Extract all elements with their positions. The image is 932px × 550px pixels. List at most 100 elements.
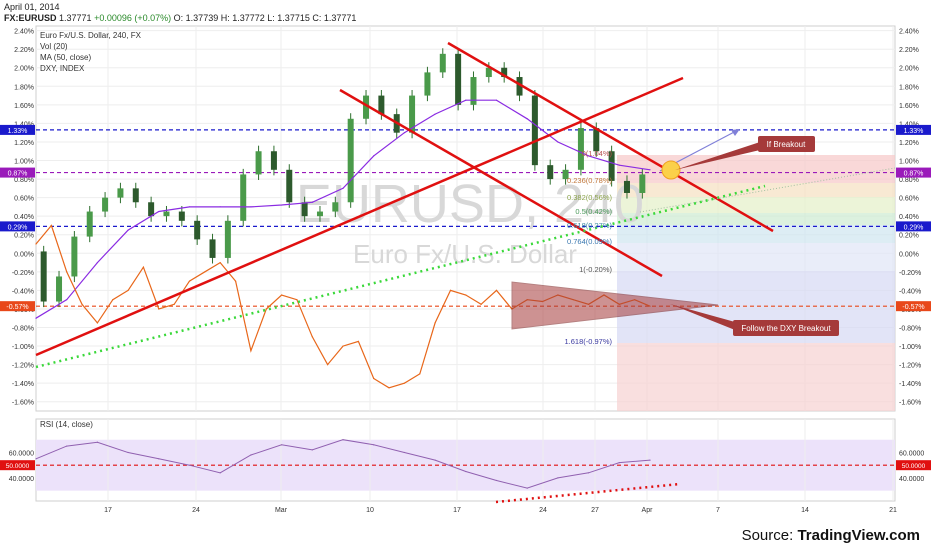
breakout-arrow-head [731,129,740,136]
rsi-level-badge-label: 50.0000 [902,463,926,470]
level-badge [896,124,931,135]
time-axis-tick: 7 [716,507,720,514]
legend-dxy[interactable]: DXY, INDEX [40,64,85,73]
dxy-line-point [50,224,52,227]
symbol-name[interactable]: FX:EURUSD [4,13,57,23]
left-axis-tick: -1.20% [12,363,34,370]
legend-rsi[interactable]: RSI (14, close) [40,420,93,429]
ma-line-point [495,99,498,101]
time-axis-tick: 17 [104,507,112,514]
left-axis-tick: 1.80% [14,84,34,91]
candle-body [56,276,63,302]
ma-line-point [557,141,559,143]
ma-line-point [465,99,467,101]
candle-body [194,220,201,240]
rsi-line-point [35,458,37,460]
ma-line-point [250,206,252,208]
fib-level-label: 1(-0.20%) [579,265,612,274]
source-brand[interactable]: TradingView.com [797,527,920,544]
rsi-level-badge-label: 50.0000 [6,463,30,470]
candle-body [516,77,523,96]
ma-line-point [649,169,651,171]
ma-line-point [342,187,344,189]
ma-line-point [526,118,528,120]
quote-line: FX:EURUSD 1.37771 +0.00096 (+0.07%) O: 1… [4,13,356,23]
rsi-line-point [158,458,160,460]
level-badge-label: 1.33% [8,128,28,135]
candle-body [562,169,569,180]
level-badge [896,301,931,312]
watermark-name: Euro Fx/U.S. Dollar [353,239,577,269]
candle-body [424,72,431,96]
level-badge [896,221,931,232]
rsi-line-point [96,441,98,443]
support-dotted-line [35,184,766,369]
dxy-line-point [296,299,298,301]
fib-level-label: 0.382(0.56%) [567,193,613,202]
legend-vol[interactable]: Vol (20) [40,42,68,51]
level-badge-label: 0.29% [904,224,924,231]
rsi-line-point [403,451,405,454]
right-axis-tick: 1.00% [899,159,919,166]
level-badge [0,124,35,135]
left-axis-tick: -0.80% [12,326,34,333]
dxy-line-point [465,294,467,296]
dxy-line-point [188,280,191,282]
left-axis-tick: 1.00% [14,159,34,166]
level-badge [0,167,35,178]
candle-body [163,211,170,217]
ma-line-point [434,113,436,115]
rsi-line-point [219,472,221,474]
candle-body [270,151,277,170]
dxy-line-point [35,243,37,245]
dxy-line-point [173,303,175,305]
right-axis-tick: -1.60% [899,400,921,407]
rsi-line-point [557,477,559,479]
right-axis-tick: -1.40% [899,381,921,388]
watermark-symbol: EURUSD, 240 [296,174,644,234]
legend-instrument[interactable]: Euro Fx/U.S. Dollar, 240, FX [40,31,141,40]
price-change: +0.00096 (+0.07%) [94,13,172,23]
ma-line-point [188,206,191,208]
falling-trendline-left [339,88,663,278]
candle-body [224,220,231,258]
dxy-line-point [373,377,375,380]
rsi-line-point [342,439,344,441]
ma-line-point [219,206,221,208]
candle-body [470,77,477,105]
dxy-line-point [281,294,283,296]
rsi-line-point [127,451,129,454]
dxy-triangle [511,281,719,330]
rsi-level-badge [0,460,35,471]
source-prefix: Source: [741,527,798,544]
left-axis-tick: 2.20% [14,47,34,54]
left-axis-tick: 0.00% [14,251,34,258]
candle-body [608,151,615,181]
ma-line-point [66,299,68,301]
dxy-line-point [158,308,160,310]
close-price: C: 1.37771 [312,13,357,23]
level-badge [0,221,35,232]
source-credit: Source: TradingView.com [742,527,920,544]
dxy-line-point [96,322,98,324]
right-axis-tick: 0.60% [899,196,919,203]
rsi-line-point [281,444,283,446]
candle-body [455,53,462,105]
if-breakout-callout [758,136,815,152]
right-axis-tick: 2.40% [899,29,919,36]
dxy-line-point [81,303,83,305]
last-price: 1.37771 [59,13,92,23]
rsi-line-point [465,470,467,473]
ma-line-point [618,164,620,166]
dxy-line-point [127,289,129,291]
right-axis-tick: 0.20% [899,233,919,240]
left-axis-tick: 1.60% [14,103,34,110]
candle-body [286,169,293,203]
if-breakout-text: If Breakout [767,140,806,149]
legend-ma[interactable]: MA (50, close) [40,53,92,62]
symbol-watermark: EURUSD, 240 Euro Fx/U.S. Dollar [296,174,644,269]
dxy-line-point [419,373,421,375]
dxy-line-point [250,350,252,352]
series-layer [35,48,651,489]
